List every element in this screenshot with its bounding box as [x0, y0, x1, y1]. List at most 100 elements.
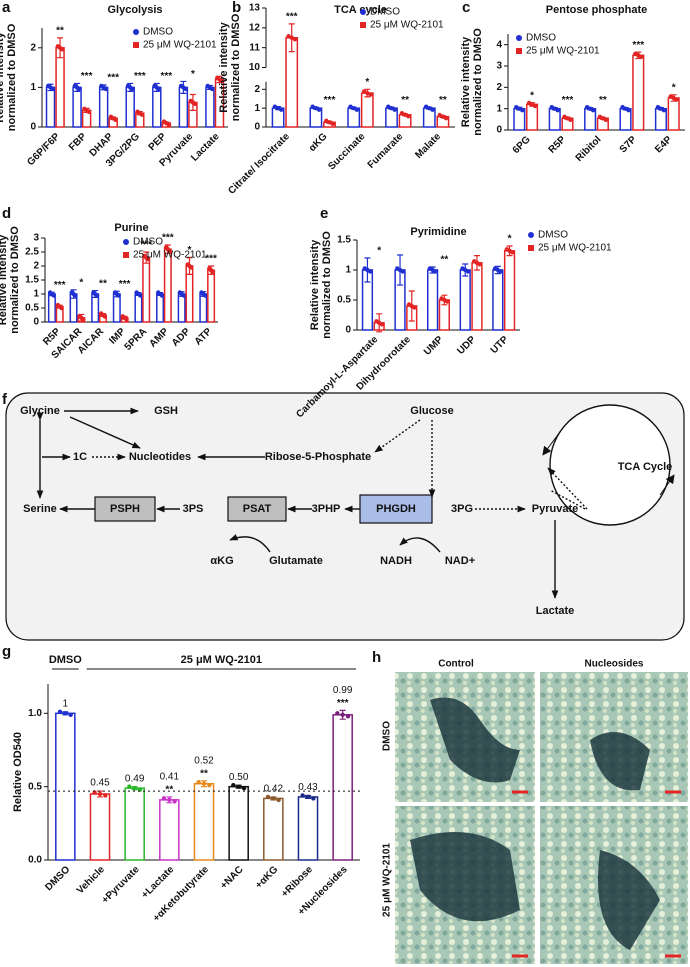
y-tick-label: 1.5	[337, 235, 351, 246]
legend-label: 25 μM WQ-2101	[538, 243, 612, 254]
data-dot	[103, 793, 108, 798]
data-dot	[400, 269, 405, 274]
bar	[503, 250, 516, 331]
data-dot	[236, 784, 241, 789]
bar	[492, 269, 504, 331]
data-dot	[102, 314, 107, 319]
data-dot	[132, 785, 137, 791]
node: NAD+	[445, 555, 475, 567]
panel-label: g	[2, 643, 11, 660]
data-dot	[86, 109, 92, 115]
significance: ***	[205, 254, 217, 265]
data-dot	[68, 712, 73, 718]
node: PHGDH	[376, 503, 416, 515]
data-dot	[568, 117, 573, 122]
y-axis-label: Relative intensity	[309, 239, 321, 330]
y-tick-label: 0.5	[337, 295, 351, 306]
data-dot	[189, 265, 194, 270]
legend-label: 25 μM WQ-2101	[133, 250, 207, 261]
data-dot	[241, 785, 247, 791]
value-label: 1	[63, 699, 69, 710]
legend-label: DMSO	[526, 33, 556, 44]
bar	[72, 86, 82, 128]
y-tick-label: 2	[30, 42, 36, 53]
significance: ***	[81, 71, 93, 82]
significance: **	[439, 95, 447, 106]
node: Pyruvate	[532, 503, 578, 515]
data-dot	[305, 794, 311, 800]
value-label: 0.50	[229, 772, 249, 783]
data-dot	[412, 305, 417, 310]
bar	[459, 269, 471, 331]
data-dot	[138, 293, 143, 298]
data-dot	[300, 793, 305, 798]
y-axis-label: normalized to DMSO	[321, 231, 333, 339]
significance: ***	[162, 233, 174, 244]
row-label: DMSO	[382, 721, 393, 751]
bar	[152, 86, 162, 128]
column-label: Nucleosides	[585, 659, 644, 670]
data-dot	[50, 86, 55, 92]
significance: *	[508, 234, 512, 245]
significance: ***	[286, 12, 298, 23]
panel-label: f	[2, 391, 8, 408]
cycle-arrow	[542, 431, 561, 456]
data-dot	[444, 299, 450, 304]
y-axis-label: normalized to DMSO	[6, 23, 18, 131]
y-axis-label: Relative intensity	[0, 31, 6, 122]
y-tick-label: 1	[496, 103, 502, 114]
x-tick-label: Ribitol	[574, 134, 604, 164]
x-tick-label: UTP	[489, 334, 511, 356]
bar	[124, 787, 145, 861]
bar	[125, 86, 135, 128]
legend-marker	[528, 245, 534, 251]
data-dot	[674, 97, 679, 102]
data-dot	[392, 107, 397, 112]
data-dot	[465, 269, 471, 274]
significance: *	[79, 277, 83, 288]
significance: *	[365, 77, 369, 88]
panel-label: e	[320, 205, 328, 222]
bar	[471, 262, 483, 331]
chart-title: Pyrimidine	[410, 226, 466, 238]
x-tick-label: E4P	[653, 134, 674, 155]
bar	[199, 293, 208, 323]
node: Ribose-5-Phosphate	[265, 451, 371, 463]
legend-marker	[133, 29, 139, 35]
y-tick-label: 0	[30, 122, 36, 133]
data-dot	[166, 122, 171, 127]
x-tick-label: +NAC	[218, 864, 245, 891]
data-dot	[477, 262, 482, 267]
y-tick-label: 0	[345, 325, 351, 336]
x-tick-label: +Pyruvate	[100, 864, 142, 906]
legend-marker	[360, 9, 366, 15]
node: PSPH	[110, 503, 140, 515]
data-dot	[555, 107, 560, 113]
data-dot	[97, 791, 103, 797]
bar	[297, 796, 319, 861]
x-tick-label: ATP	[193, 326, 215, 348]
data-dot	[63, 711, 68, 716]
chart-title: Pentose phosphate	[546, 4, 647, 16]
dark-region	[410, 697, 660, 950]
legend-label: DMSO	[133, 237, 163, 248]
data-dot	[265, 794, 271, 800]
data-dot	[161, 796, 167, 801]
legend-marker	[360, 22, 366, 28]
y-tick-label: 1.0	[28, 708, 42, 719]
data-dot	[368, 92, 373, 97]
bar	[134, 293, 143, 323]
x-tick-label: Vehicle	[75, 864, 107, 896]
value-label: 0.99	[333, 685, 353, 696]
data-dot	[113, 117, 118, 122]
data-dot	[116, 293, 121, 298]
y-tick-label: 1	[33, 289, 39, 300]
data-dot	[167, 248, 172, 253]
significance: ***	[107, 73, 119, 84]
x-tick-label: FBP	[67, 131, 89, 153]
bar	[142, 256, 151, 323]
node: 3PS	[183, 503, 204, 515]
bar	[360, 92, 374, 128]
data-dot	[192, 101, 198, 107]
chart-title: Glycolysis	[107, 4, 162, 16]
